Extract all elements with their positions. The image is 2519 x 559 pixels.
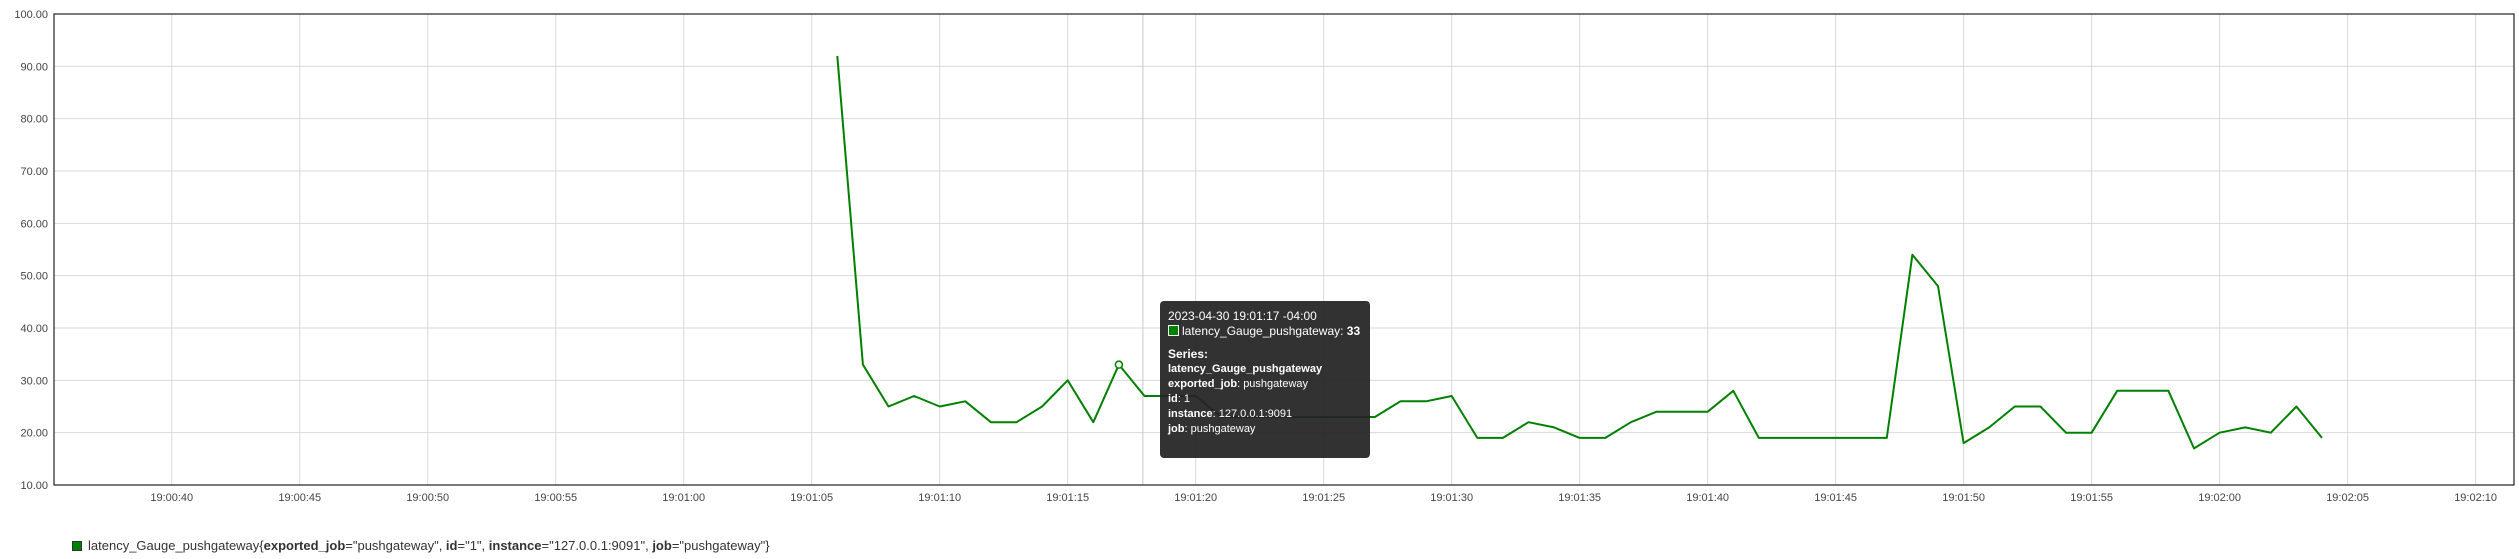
x-tick-label: 19:01:05 [790, 492, 833, 504]
x-tick-label: 19:01:15 [1046, 492, 1089, 504]
y-tick-label: 80.00 [20, 114, 48, 126]
hover-tooltip: 2023-04-30 19:01:17 -04:00 latency_Gauge… [1160, 301, 1370, 458]
tooltip-metric-name: latency_Gauge_pushgateway [1168, 363, 1323, 375]
y-tick-label: 30.00 [20, 375, 48, 387]
x-tick-label: 19:00:45 [278, 492, 321, 504]
legend[interactable]: latency_Gauge_pushgateway{exported_job="… [72, 538, 770, 553]
x-tick-label: 19:00:40 [150, 492, 193, 504]
tooltip-timestamp: 2023-04-30 19:01:17 -04:00 [1168, 309, 1317, 323]
x-tick-label: 19:02:00 [2198, 492, 2241, 504]
tooltip-series-row: latency_Gauge_pushgateway: 33 [1168, 324, 1362, 339]
x-tick-label: 19:01:10 [918, 492, 961, 504]
y-tick-label: 50.00 [20, 271, 48, 283]
series-layer [836, 55, 2323, 450]
legend-label-instance: instance="127.0.0.1:9091", [488, 538, 653, 553]
y-tick-label: 90.00 [20, 61, 48, 73]
x-tick-label: 19:02:05 [2326, 492, 2369, 504]
legend-swatch [72, 540, 82, 551]
tooltip-series-value: 33 [1346, 324, 1361, 338]
x-tick-label: 19:02:10 [2454, 492, 2497, 504]
x-tick-label: 19:01:25 [1302, 492, 1345, 504]
x-tick-label: 19:00:50 [406, 492, 449, 504]
x-tick-label: 19:01:00 [662, 492, 705, 504]
legend-labels: exported_job="pushgateway", id="1", inst… [264, 538, 766, 553]
legend-label-exported-job: exported_job="pushgateway", [263, 538, 446, 553]
x-tick-label: 19:01:45 [1814, 492, 1857, 504]
legend-metric: latency_Gauge_pushgateway [88, 538, 260, 553]
tooltip-label-job: job: pushgateway [1168, 423, 1256, 435]
legend-label-id: id="1", [445, 538, 489, 553]
tooltip-label-id: id: 1 [1168, 393, 1191, 405]
y-tick-label: 100.00 [14, 9, 48, 21]
plot-frame [53, 13, 2515, 486]
y-tick-label: 40.00 [20, 323, 48, 335]
x-tick-label: 19:01:50 [1942, 492, 1985, 504]
legend-open-brace: { [259, 538, 264, 553]
axes [53, 13, 2515, 486]
y-tick-label: 10.00 [20, 480, 48, 492]
x-tick-label: 19:01:35 [1558, 492, 1601, 504]
hover-point [1114, 360, 1124, 369]
series-line[interactable] [836, 55, 2323, 450]
tooltip-label-exported-job: exported_job: pushgateway [1168, 378, 1309, 390]
x-tick-label: 19:01:20 [1174, 492, 1217, 504]
y-tick-label: 20.00 [20, 428, 48, 440]
series-color-swatch [1168, 325, 1179, 336]
legend-label-job: job="pushgateway" [652, 538, 766, 553]
tooltip-labels: exported_job: pushgateway id: 1 instance: … [1168, 377, 1362, 437]
tick-labels: 100.00 90.00 80.00 70.00 60.00 50.00 40.00 30.0… [14, 9, 2497, 504]
y-tick-label: 70.00 [20, 166, 48, 178]
tooltip-series-name: latency_Gauge_pushgateway [1182, 324, 1341, 338]
legend-close-brace: } [765, 538, 770, 553]
x-tick-label: 19:01:30 [1430, 492, 1473, 504]
x-tick-label: 19:00:55 [534, 492, 577, 504]
tooltip-series-heading: Series: [1168, 347, 1209, 361]
x-tick-label: 19:01:55 [2070, 492, 2113, 504]
y-tick-label: 60.00 [20, 218, 48, 230]
tooltip-label-instance: instance: 127.0.0.1:9091 [1168, 408, 1293, 420]
x-tick-label: 19:01:40 [1686, 492, 1729, 504]
grid [54, 13, 2514, 486]
